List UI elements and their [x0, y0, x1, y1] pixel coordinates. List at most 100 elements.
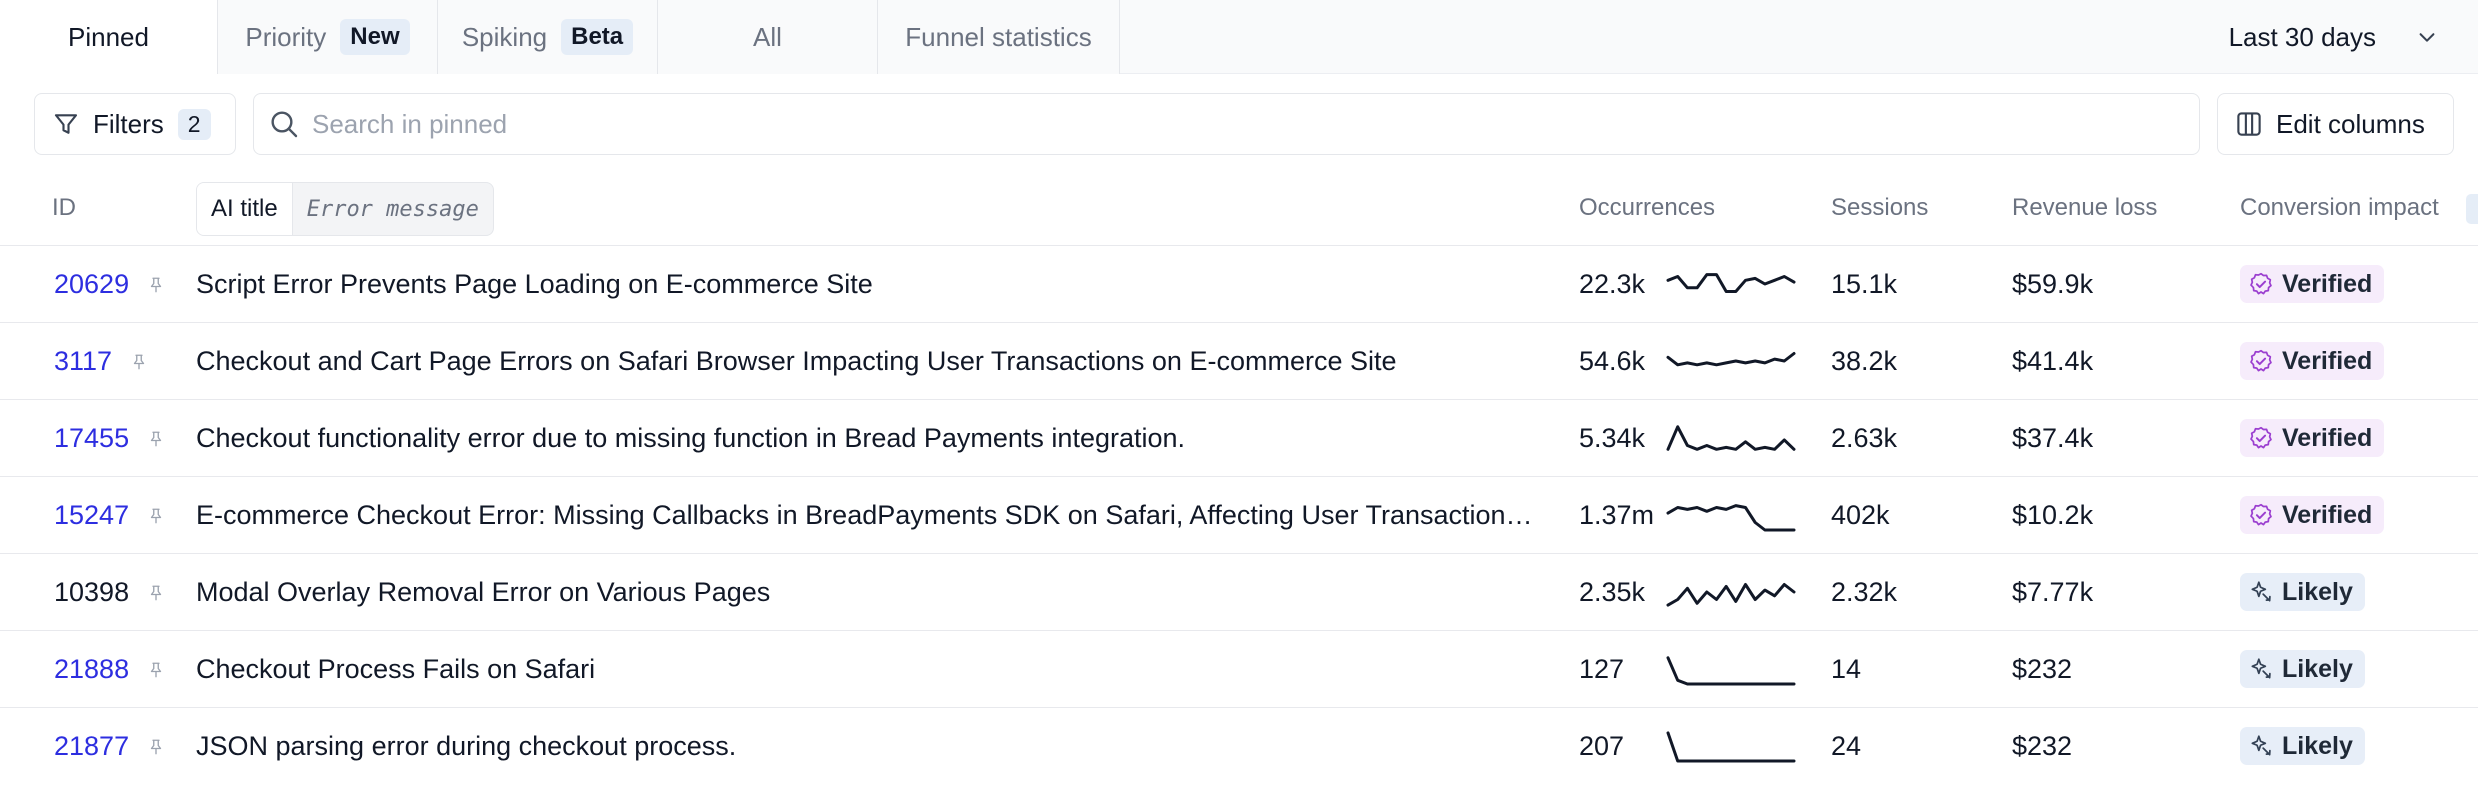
- table-row[interactable]: 10398 Modal Overlay Removal Error on Vari…: [0, 553, 2478, 630]
- issue-id[interactable]: 15247: [54, 477, 165, 554]
- tab-spiking[interactable]: Spiking Beta: [438, 0, 658, 74]
- pin-icon[interactable]: [130, 353, 148, 371]
- issue-id-label: 15247: [54, 500, 130, 530]
- issue-title[interactable]: JSON parsing error during checkout proce…: [196, 731, 737, 761]
- verified-icon: [2250, 426, 2272, 449]
- columns-icon: [2237, 112, 2261, 136]
- issue-title[interactable]: E-commerce Checkout Error: Missing Callb…: [196, 500, 1541, 530]
- occurrences-value: 127: [1579, 654, 1625, 684]
- occurrences-value: 2.35k: [1579, 577, 1646, 607]
- impact-label: Verified: [2282, 269, 2373, 298]
- issue-title[interactable]: Checkout functionality error due to miss…: [196, 423, 1186, 453]
- verified-icon: [2250, 503, 2272, 526]
- sparkline-line: [1666, 731, 1796, 763]
- occurrences-sparkline: [1666, 504, 1796, 532]
- filters-button[interactable]: Filters 2: [34, 93, 236, 155]
- occurrences-sparkline: [1666, 273, 1796, 293]
- tab-label: Priority: [245, 21, 327, 52]
- issue-id-label: 21888: [54, 654, 130, 684]
- occurrences-value: 207: [1579, 731, 1625, 761]
- edit-columns-button[interactable]: Edit columns: [2217, 93, 2454, 155]
- sessions-value: 15.1k: [1831, 269, 1898, 299]
- pin-icon[interactable]: [147, 430, 165, 448]
- sparkline-line: [1666, 583, 1796, 607]
- issue-id[interactable]: 21888: [54, 631, 165, 708]
- table-row[interactable]: 21877 JSON parsing error during checkout …: [0, 707, 2478, 784]
- tab-bar: Pinned Priority New Spiking Beta All Fun…: [0, 0, 2478, 74]
- tab-label: Pinned: [68, 21, 149, 52]
- column-header-id[interactable]: ID: [52, 180, 76, 236]
- table-row[interactable]: 15247 E-commerce Checkout Error: Missing …: [0, 476, 2478, 553]
- occurrences-value: 1.37m: [1579, 500, 1655, 530]
- revenue-loss-value: $37.4k: [2012, 423, 2094, 453]
- occurrences-sparkline: [1666, 583, 1796, 607]
- issue-id[interactable]: 21877: [54, 708, 165, 785]
- conversion-impact-badge: Likely: [2240, 573, 2365, 611]
- sessions-value: 38.2k: [1831, 346, 1898, 376]
- pin-icon[interactable]: [147, 661, 165, 679]
- sparkline-line: [1666, 656, 1796, 686]
- sparkle-icon: [2251, 581, 2271, 602]
- date-range-select[interactable]: Last 30 days: [2229, 0, 2438, 74]
- tab-all[interactable]: All: [658, 0, 878, 74]
- conversion-impact-badge: Verified: [2240, 342, 2385, 380]
- search-box[interactable]: [253, 93, 2200, 155]
- revenue-loss-value: $232: [2012, 654, 2073, 684]
- pin-icon[interactable]: [147, 584, 165, 602]
- issue-id[interactable]: 20629: [54, 246, 165, 323]
- title-mode-toggle[interactable]: AI title Error message: [196, 182, 494, 236]
- impact-label: Likely: [2282, 731, 2353, 760]
- column-header-sessions[interactable]: Sessions: [1831, 180, 1928, 236]
- pin-icon[interactable]: [147, 738, 165, 756]
- occurrences-value: 22.3k: [1579, 269, 1646, 299]
- column-header-conversion-impact[interactable]: Conversion impact: [2240, 180, 2439, 236]
- column-header-label: Sessions: [1831, 194, 1929, 221]
- verified-icon: [2250, 272, 2272, 295]
- date-range-label: Last 30 days: [2228, 21, 2376, 52]
- issue-id[interactable]: 17455: [54, 400, 165, 477]
- issue-id[interactable]: 3117: [54, 323, 148, 400]
- conversion-impact-badge: Verified: [2240, 419, 2385, 457]
- column-header-revenue-loss[interactable]: Revenue loss: [2012, 180, 2157, 236]
- tab-pinned[interactable]: Pinned: [0, 0, 218, 74]
- sparkline-line: [1666, 425, 1796, 451]
- table-row[interactable]: 20629 Script Error Prevents Page Loading …: [0, 245, 2478, 322]
- issue-id: 10398: [54, 554, 165, 631]
- impact-label: Verified: [2282, 500, 2373, 529]
- issue-title[interactable]: Checkout and Cart Page Errors on Safari …: [196, 346, 1397, 376]
- search-input[interactable]: [312, 108, 2112, 140]
- revenue-loss-value: $41.4k: [2012, 346, 2094, 376]
- tab-priority[interactable]: Priority New: [218, 0, 438, 74]
- column-header-occurrences[interactable]: Occurrences: [1579, 180, 1715, 236]
- issue-id-label: 21877: [54, 731, 130, 761]
- issue-id-label: 17455: [54, 423, 130, 453]
- issue-id-label: 20629: [54, 269, 130, 299]
- column-header-badge: [2466, 194, 2478, 224]
- issue-title[interactable]: Modal Overlay Removal Error on Various P…: [196, 577, 771, 607]
- column-header-label: Occurrences: [1579, 194, 1716, 221]
- tab-funnel-statistics[interactable]: Funnel statistics: [878, 0, 1120, 74]
- revenue-loss-value: $7.77k: [2012, 577, 2094, 607]
- issue-title[interactable]: Script Error Prevents Page Loading on E-…: [196, 269, 873, 299]
- pin-icon[interactable]: [147, 276, 165, 294]
- column-header-label: Conversion impact: [2240, 194, 2439, 221]
- occurrences-sparkline: [1666, 731, 1796, 763]
- table-row[interactable]: 3117 Checkout and Cart Page Errors on Saf…: [0, 322, 2478, 399]
- ai-title-option[interactable]: AI title: [197, 183, 293, 235]
- beta-badge: Beta: [561, 19, 634, 55]
- issue-title[interactable]: Checkout Process Fails on Safari: [196, 654, 596, 684]
- option-label: AI title: [211, 195, 278, 222]
- table-row[interactable]: 17455 Checkout functionality error due to…: [0, 399, 2478, 476]
- occurrences-value: 5.34k: [1579, 423, 1646, 453]
- conversion-impact-badge: Likely: [2240, 650, 2365, 688]
- occurrences-sparkline: [1666, 656, 1796, 686]
- search-icon: [271, 111, 298, 138]
- sparkline-line: [1666, 504, 1796, 532]
- error-message-option[interactable]: Error message: [293, 183, 493, 235]
- sparkline-line: [1666, 352, 1796, 367]
- revenue-loss-value: $232: [2012, 731, 2073, 761]
- filter-icon: [54, 114, 78, 134]
- sessions-value: 24: [1831, 731, 1862, 761]
- table-row[interactable]: 21888 Checkout Process Fails on Safari 127…: [0, 630, 2478, 707]
- pin-icon[interactable]: [147, 507, 165, 525]
